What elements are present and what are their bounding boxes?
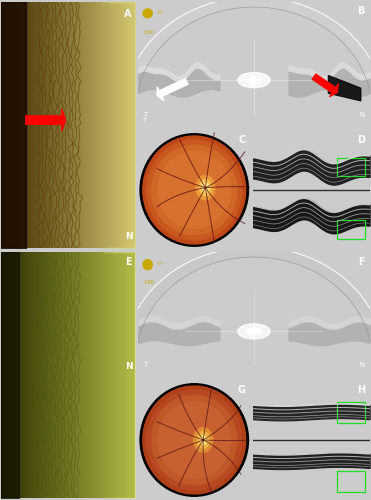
Ellipse shape (143, 386, 246, 494)
Ellipse shape (238, 72, 270, 88)
Ellipse shape (143, 136, 246, 244)
Polygon shape (125, 247, 371, 354)
Text: T: T (143, 118, 147, 123)
Text: D: D (357, 136, 365, 145)
Text: N: N (359, 362, 365, 368)
Text: -O-: -O- (157, 261, 164, 266)
Text: B: B (358, 6, 365, 16)
Ellipse shape (147, 140, 242, 240)
Text: 1:80: 1:80 (143, 280, 154, 284)
Text: F: F (358, 257, 365, 267)
Text: T: T (143, 362, 147, 368)
Ellipse shape (194, 428, 213, 452)
Ellipse shape (140, 384, 249, 496)
Ellipse shape (197, 432, 209, 448)
Ellipse shape (158, 402, 230, 478)
Text: C: C (239, 136, 246, 145)
Ellipse shape (152, 146, 237, 234)
Text: N: N (125, 232, 132, 241)
Ellipse shape (152, 396, 237, 484)
Ellipse shape (147, 390, 242, 490)
Text: G: G (238, 386, 246, 396)
Ellipse shape (247, 77, 261, 84)
Text: A: A (124, 10, 131, 20)
Ellipse shape (143, 9, 152, 18)
Ellipse shape (199, 180, 211, 196)
Text: H: H (357, 386, 365, 396)
Text: N: N (125, 362, 132, 371)
Text: E: E (125, 257, 131, 267)
Ellipse shape (143, 260, 152, 270)
Ellipse shape (238, 324, 270, 339)
Text: T: T (143, 112, 147, 118)
Text: N: N (359, 112, 365, 118)
Ellipse shape (247, 328, 261, 334)
Polygon shape (125, 0, 371, 104)
Ellipse shape (158, 152, 230, 228)
Ellipse shape (200, 436, 207, 444)
Text: 1:80: 1:80 (143, 30, 154, 35)
Ellipse shape (202, 183, 209, 192)
Text: -O-: -O- (157, 10, 164, 14)
Ellipse shape (140, 134, 249, 246)
Ellipse shape (196, 176, 215, 200)
